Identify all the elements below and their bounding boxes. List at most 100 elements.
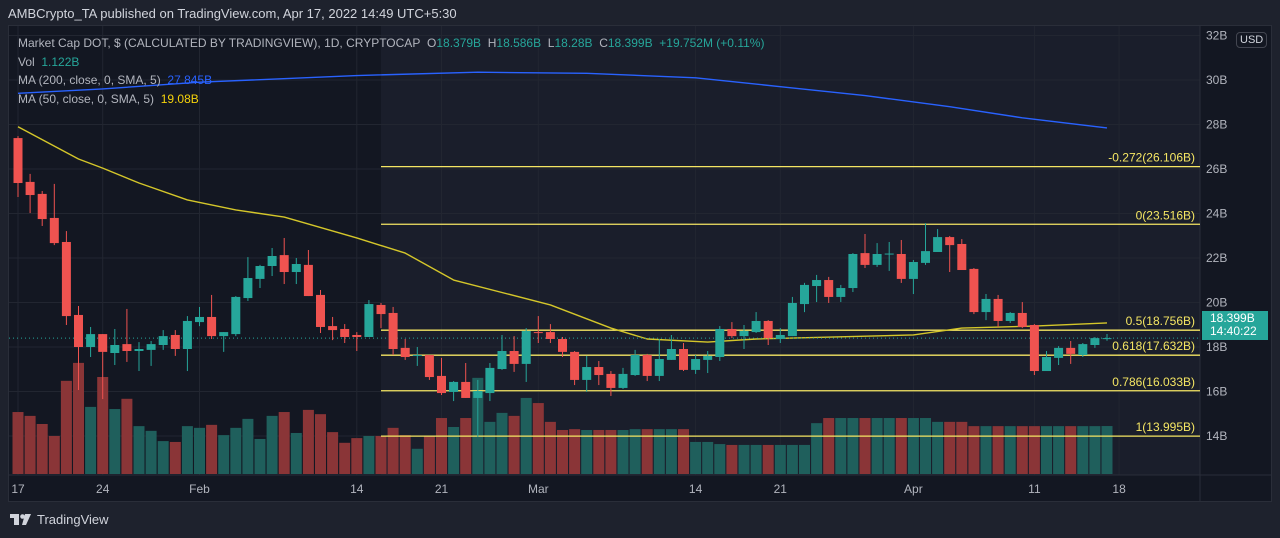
volume-bar	[726, 444, 738, 474]
candle-body	[25, 181, 35, 196]
candle-body	[739, 330, 749, 337]
fib-background	[381, 26, 1200, 475]
volume-bar	[496, 412, 508, 474]
volume-bar	[629, 429, 641, 474]
volume-bar	[181, 426, 193, 474]
volume-bar	[339, 442, 351, 474]
published-line: AMBCrypto_TA published on TradingView.co…	[8, 6, 457, 21]
candle-body	[957, 243, 967, 271]
volume-bar	[423, 435, 435, 474]
candle-body	[1090, 338, 1100, 345]
x-tick-label: 21	[435, 482, 449, 496]
volume-bar	[460, 418, 472, 474]
y-tick-label: 16B	[1206, 385, 1227, 399]
volume-bar	[436, 418, 447, 474]
candle-body	[146, 344, 156, 350]
candle-body	[255, 266, 265, 279]
x-tick-label: Feb	[189, 482, 210, 496]
volume-bar	[980, 426, 992, 474]
volume-bar	[97, 376, 109, 474]
volume-bar	[302, 409, 314, 474]
candle-body	[848, 253, 858, 289]
candle-body	[316, 294, 325, 327]
volume-bar	[920, 418, 931, 474]
volume-bar	[702, 441, 714, 474]
candle-body	[812, 280, 822, 287]
candle-body	[328, 326, 338, 331]
candle-body	[340, 328, 350, 337]
currency-button[interactable]: USD	[1236, 32, 1268, 48]
tradingview-logo-icon	[10, 513, 31, 525]
candle-body	[993, 298, 1003, 321]
volume-bar	[786, 444, 798, 474]
volume-bar	[157, 441, 169, 474]
candle-body	[182, 320, 192, 350]
volume-bar	[327, 432, 339, 474]
candle-body	[49, 217, 59, 244]
volume-bar	[581, 429, 593, 474]
volume-bar	[36, 424, 48, 474]
x-tick-label: 14	[350, 482, 364, 496]
volume-bar	[907, 418, 919, 474]
candle-body	[437, 375, 446, 394]
volume-bar	[1089, 426, 1101, 474]
candle-body	[558, 338, 567, 352]
volume-value: 1.122B	[41, 54, 80, 69]
candle-body	[231, 296, 241, 335]
candle-body	[158, 336, 168, 345]
candle-body	[388, 312, 398, 350]
volume-bar	[1016, 426, 1028, 474]
candle-body	[449, 381, 459, 392]
volume-bar	[932, 421, 944, 474]
footer-brand[interactable]: TradingView	[10, 512, 109, 527]
fib-level-label: 0.618(17.632B)	[1112, 339, 1195, 353]
volume-bar	[823, 418, 835, 474]
volume-bar	[85, 406, 97, 474]
y-tick-label: 18B	[1206, 340, 1227, 354]
x-tick-label: 18	[1112, 482, 1126, 496]
volume-bar	[532, 403, 544, 474]
candle-body	[703, 355, 713, 360]
volume-bar	[968, 426, 980, 474]
volume-bar	[690, 441, 702, 474]
candle-body	[1005, 312, 1015, 321]
last-price-tag: 18.399B 14:40:22	[1202, 311, 1268, 340]
candle-body	[921, 251, 930, 263]
candle-body	[679, 349, 688, 370]
candle-body	[86, 334, 96, 347]
volume-bar	[484, 421, 496, 474]
bar-countdown: 14:40:22	[1210, 324, 1257, 338]
candle-body	[981, 298, 991, 313]
volume-bar	[48, 435, 60, 474]
volume-bar	[194, 427, 205, 474]
candle-body	[630, 355, 640, 376]
volume-label[interactable]: Vol	[18, 54, 35, 69]
ma200-label[interactable]: MA (200, close, 0, SMA, 5)	[18, 73, 161, 87]
candle-body	[1017, 312, 1027, 327]
candle-body	[521, 330, 531, 364]
candle-body	[412, 355, 422, 357]
candle-body	[497, 351, 507, 370]
candle-body	[824, 280, 834, 297]
volume-bar	[387, 427, 399, 474]
candle-body	[37, 193, 47, 220]
candle-body	[570, 351, 580, 380]
candle-body	[13, 138, 23, 184]
symbol-title[interactable]: Market Cap DOT, $ (CALCULATED BY TRADING…	[18, 36, 421, 50]
candle-body	[969, 268, 979, 313]
volume-bar	[774, 444, 786, 474]
volume-bar	[895, 418, 907, 474]
candle-body	[134, 349, 144, 352]
close-label: C	[599, 36, 608, 50]
candle-body	[279, 255, 289, 273]
volume-bar	[278, 412, 290, 474]
volume-bar	[1101, 426, 1113, 474]
y-tick-label: 28B	[1206, 118, 1227, 132]
legend-volume-row: Vol 1.122B	[18, 53, 764, 72]
candle-body	[787, 302, 797, 337]
ma50-label[interactable]: MA (50, close, 0, SMA, 5)	[18, 91, 155, 106]
candle-body	[933, 237, 943, 252]
volume-bar	[448, 426, 460, 474]
candle-body	[1054, 347, 1064, 358]
